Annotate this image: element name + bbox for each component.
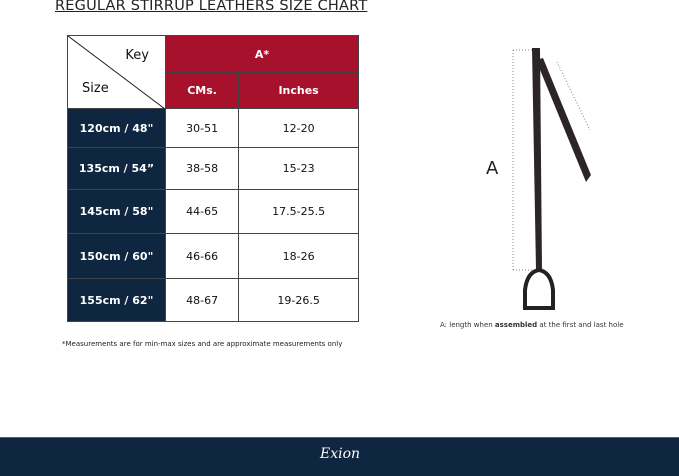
stirrup-leather-illustration (512, 48, 591, 310)
inches-cell: 19-26.5 (238, 278, 359, 322)
corner-cell: Key Size (67, 35, 166, 109)
exion-logo: Exion (320, 446, 361, 462)
cm-cell: 44-65 (164, 189, 240, 234)
table-row: 120cm / 48" 30-51 12-20 (67, 108, 359, 148)
cm-cell: 48-67 (164, 278, 240, 322)
diagram-caption: A: length when assembled at the first an… (440, 321, 624, 329)
cm-cell: 38-58 (164, 147, 240, 190)
footer-bar: Exion (0, 437, 679, 476)
size-cell: 135cm / 54” (67, 147, 166, 190)
inches-cell: 17.5-25.5 (238, 189, 359, 234)
inches-cell: 12-20 (238, 108, 359, 148)
size-cell: 120cm / 48" (67, 108, 166, 148)
table-row: 135cm / 54” 38-58 15-23 (67, 147, 359, 190)
inches-cell: 15-23 (238, 147, 359, 190)
measure-label-a: A (486, 158, 499, 179)
page-title: REGULAR STIRRUP LEATHERS SIZE CHART (55, 0, 368, 14)
size-cell: 145cm / 58" (67, 189, 166, 234)
caption-text-end: at the first and last hole (537, 321, 624, 329)
table-row: 155cm / 62" 48-67 19-26.5 (67, 278, 359, 322)
col-header-cm: CMs. (164, 72, 240, 109)
table-row: 145cm / 58" 44-65 17.5-25.5 (67, 189, 359, 234)
caption-bold: assembled (494, 321, 538, 329)
diagonal-line (68, 36, 165, 109)
col-header-in: Inches (238, 72, 359, 109)
group-header: A* (165, 35, 359, 73)
corner-key: Key (125, 48, 149, 63)
inches-cell: 18-26 (238, 233, 359, 279)
caption-text: A: length when (440, 321, 495, 329)
measurement-note: *Measurements are for min-max sizes and … (62, 340, 343, 348)
cm-cell: 30-51 (164, 108, 240, 148)
size-cell: 150cm / 60" (67, 233, 166, 279)
corner-size: Size (82, 81, 109, 96)
table-row: 150cm / 60" 46-66 18-26 (67, 233, 359, 279)
size-cell: 155cm / 62" (67, 278, 166, 322)
size-chart-table: Key Size A* CMs. Inches 120cm / 48" 30-51… (67, 35, 359, 322)
cm-cell: 46-66 (164, 233, 240, 279)
